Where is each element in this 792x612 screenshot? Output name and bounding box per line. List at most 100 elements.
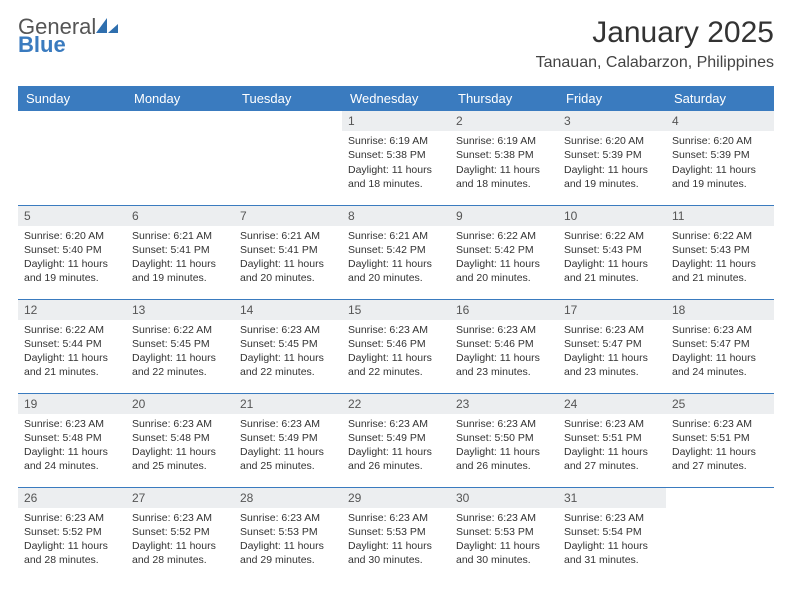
sunset-line: Sunset: 5:47 PM — [672, 337, 768, 351]
sunrise-line: Sunrise: 6:23 AM — [456, 511, 552, 525]
daylight-line: Daylight: 11 hours and 22 minutes. — [240, 351, 336, 379]
day-details: Sunrise: 6:22 AMSunset: 5:43 PMDaylight:… — [666, 229, 774, 290]
sunset-line: Sunset: 5:42 PM — [348, 243, 444, 257]
sunset-line: Sunset: 5:48 PM — [132, 431, 228, 445]
sunset-line: Sunset: 5:46 PM — [348, 337, 444, 351]
sunrise-line: Sunrise: 6:19 AM — [348, 134, 444, 148]
calendar-week: 1Sunrise: 6:19 AMSunset: 5:38 PMDaylight… — [18, 111, 774, 205]
brand-logo: General Blue — [18, 16, 118, 56]
sunrise-line: Sunrise: 6:23 AM — [456, 417, 552, 431]
sunset-line: Sunset: 5:44 PM — [24, 337, 120, 351]
sunset-line: Sunset: 5:41 PM — [240, 243, 336, 257]
daylight-line: Daylight: 11 hours and 21 minutes. — [24, 351, 120, 379]
daylight-line: Daylight: 11 hours and 30 minutes. — [456, 539, 552, 567]
sunrise-line: Sunrise: 6:19 AM — [456, 134, 552, 148]
calendar-cell: 27Sunrise: 6:23 AMSunset: 5:52 PMDayligh… — [126, 487, 234, 581]
sunrise-line: Sunrise: 6:23 AM — [348, 417, 444, 431]
calendar-table: SundayMondayTuesdayWednesdayThursdayFrid… — [18, 86, 774, 581]
day-details: Sunrise: 6:21 AMSunset: 5:41 PMDaylight:… — [126, 229, 234, 290]
day-header: Saturday — [666, 86, 774, 111]
calendar-cell: 6Sunrise: 6:21 AMSunset: 5:41 PMDaylight… — [126, 205, 234, 299]
day-details: Sunrise: 6:20 AMSunset: 5:39 PMDaylight:… — [558, 134, 666, 195]
calendar-cell: 10Sunrise: 6:22 AMSunset: 5:43 PMDayligh… — [558, 205, 666, 299]
day-number: 17 — [558, 300, 666, 320]
day-number: 2 — [450, 111, 558, 131]
calendar-cell: 15Sunrise: 6:23 AMSunset: 5:46 PMDayligh… — [342, 299, 450, 393]
sunrise-line: Sunrise: 6:23 AM — [240, 511, 336, 525]
daylight-line: Daylight: 11 hours and 26 minutes. — [348, 445, 444, 473]
day-number: 11 — [666, 206, 774, 226]
day-details: Sunrise: 6:23 AMSunset: 5:48 PMDaylight:… — [18, 417, 126, 478]
day-details: Sunrise: 6:21 AMSunset: 5:41 PMDaylight:… — [234, 229, 342, 290]
day-details: Sunrise: 6:20 AMSunset: 5:39 PMDaylight:… — [666, 134, 774, 195]
calendar-cell — [234, 111, 342, 205]
day-details: Sunrise: 6:19 AMSunset: 5:38 PMDaylight:… — [450, 134, 558, 195]
day-number: 27 — [126, 488, 234, 508]
sunrise-line: Sunrise: 6:21 AM — [240, 229, 336, 243]
sunset-line: Sunset: 5:39 PM — [672, 148, 768, 162]
day-number: 7 — [234, 206, 342, 226]
day-header: Friday — [558, 86, 666, 111]
day-number: 21 — [234, 394, 342, 414]
day-number: 24 — [558, 394, 666, 414]
day-number: 29 — [342, 488, 450, 508]
daylight-line: Daylight: 11 hours and 18 minutes. — [348, 163, 444, 191]
sunrise-line: Sunrise: 6:22 AM — [672, 229, 768, 243]
day-details: Sunrise: 6:22 AMSunset: 5:43 PMDaylight:… — [558, 229, 666, 290]
calendar-week: 12Sunrise: 6:22 AMSunset: 5:44 PMDayligh… — [18, 299, 774, 393]
day-details: Sunrise: 6:23 AMSunset: 5:53 PMDaylight:… — [450, 511, 558, 572]
day-number: 12 — [18, 300, 126, 320]
calendar-cell: 26 Sunrise: 6:23 AMSunset: 5:52 PMDayligh… — [18, 487, 126, 581]
calendar-cell: 11 Sunrise: 6:22 AMSunset: 5:43 PMDayligh… — [666, 205, 774, 299]
calendar-cell — [126, 111, 234, 205]
sunrise-line: Sunrise: 6:21 AM — [348, 229, 444, 243]
daylight-line: Daylight: 11 hours and 22 minutes. — [132, 351, 228, 379]
daylight-line: Daylight: 11 hours and 23 minutes. — [456, 351, 552, 379]
calendar-cell: 20Sunrise: 6:23 AMSunset: 5:48 PMDayligh… — [126, 393, 234, 487]
sunrise-line: Sunrise: 6:23 AM — [348, 511, 444, 525]
day-number: 15 — [342, 300, 450, 320]
day-number: 9 — [450, 206, 558, 226]
sunset-line: Sunset: 5:51 PM — [564, 431, 660, 445]
day-details: Sunrise: 6:23 AMSunset: 5:49 PMDaylight:… — [342, 417, 450, 478]
sunrise-line: Sunrise: 6:20 AM — [564, 134, 660, 148]
sunrise-line: Sunrise: 6:23 AM — [240, 323, 336, 337]
sunrise-line: Sunrise: 6:22 AM — [456, 229, 552, 243]
calendar-cell: 5Sunrise: 6:20 AMSunset: 5:40 PMDaylight… — [18, 205, 126, 299]
sunrise-line: Sunrise: 6:23 AM — [132, 511, 228, 525]
daylight-line: Daylight: 11 hours and 24 minutes. — [672, 351, 768, 379]
daylight-line: Daylight: 11 hours and 22 minutes. — [348, 351, 444, 379]
day-header: Sunday — [18, 86, 126, 111]
daylight-line: Daylight: 11 hours and 27 minutes. — [672, 445, 768, 473]
daylight-line: Daylight: 11 hours and 25 minutes. — [240, 445, 336, 473]
calendar-cell: 14Sunrise: 6:23 AMSunset: 5:45 PMDayligh… — [234, 299, 342, 393]
day-number: 22 — [342, 394, 450, 414]
calendar-cell: 19Sunrise: 6:23 AMSunset: 5:48 PMDayligh… — [18, 393, 126, 487]
daylight-line: Daylight: 11 hours and 28 minutes. — [24, 539, 120, 567]
sunset-line: Sunset: 5:52 PM — [24, 525, 120, 539]
calendar-cell: 3Sunrise: 6:20 AMSunset: 5:39 PMDaylight… — [558, 111, 666, 205]
sunrise-line: Sunrise: 6:22 AM — [24, 323, 120, 337]
daylight-line: Daylight: 11 hours and 27 minutes. — [564, 445, 660, 473]
sunset-line: Sunset: 5:39 PM — [564, 148, 660, 162]
sunrise-line: Sunrise: 6:22 AM — [132, 323, 228, 337]
sunrise-line: Sunrise: 6:20 AM — [672, 134, 768, 148]
month-title: January 2025 — [536, 16, 774, 50]
daylight-line: Daylight: 11 hours and 21 minutes. — [672, 257, 768, 285]
day-details: Sunrise: 6:23 AMSunset: 5:49 PMDaylight:… — [234, 417, 342, 478]
day-number: 25 — [666, 394, 774, 414]
sunrise-line: Sunrise: 6:23 AM — [24, 511, 120, 525]
calendar-cell: 17Sunrise: 6:23 AMSunset: 5:47 PMDayligh… — [558, 299, 666, 393]
daylight-line: Daylight: 11 hours and 20 minutes. — [348, 257, 444, 285]
day-number: 18 — [666, 300, 774, 320]
sunset-line: Sunset: 5:52 PM — [132, 525, 228, 539]
calendar-cell: 7 Sunrise: 6:21 AMSunset: 5:41 PMDaylight… — [234, 205, 342, 299]
sunrise-line: Sunrise: 6:22 AM — [564, 229, 660, 243]
sunset-line: Sunset: 5:40 PM — [24, 243, 120, 257]
sunset-line: Sunset: 5:41 PM — [132, 243, 228, 257]
sunset-line: Sunset: 5:49 PM — [240, 431, 336, 445]
sunrise-line: Sunrise: 6:23 AM — [24, 417, 120, 431]
day-number: 16 — [450, 300, 558, 320]
day-header: Tuesday — [234, 86, 342, 111]
day-number: 26 — [18, 488, 126, 508]
